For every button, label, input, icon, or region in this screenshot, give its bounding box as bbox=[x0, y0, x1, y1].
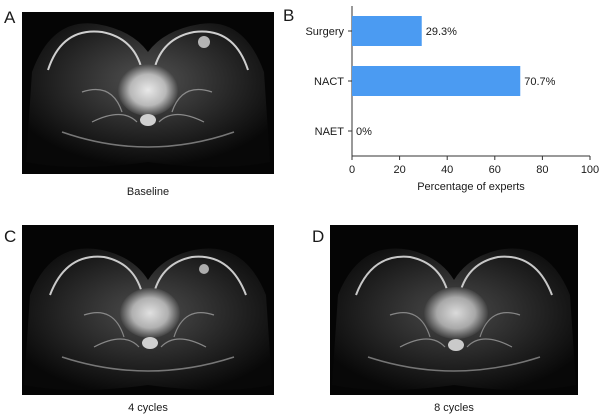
category-label: Surgery bbox=[305, 26, 344, 38]
bar bbox=[352, 66, 521, 96]
panel-c-label: C bbox=[4, 227, 17, 246]
panel-d-label: D bbox=[312, 227, 325, 246]
chart-bars bbox=[352, 16, 521, 96]
panel-a-label: A bbox=[4, 8, 16, 27]
mri-image-baseline bbox=[22, 12, 274, 174]
x-tick-label: 100 bbox=[581, 164, 599, 176]
x-tick-label: 0 bbox=[349, 164, 355, 176]
bar-chart: 0 20 40 60 80 100 Percentage of experts Surger… bbox=[305, 6, 599, 193]
chart-labels: Surgery 29.3% NACT 70.7% NAET 0% bbox=[305, 26, 555, 138]
panel-b-label: B bbox=[283, 6, 295, 25]
caption-8-cycles: 8 cycles bbox=[434, 402, 474, 414]
x-tick-label: 60 bbox=[489, 164, 501, 176]
x-tick-label: 80 bbox=[536, 164, 548, 176]
mri-image-8-cycles bbox=[330, 225, 578, 395]
caption-baseline: Baseline bbox=[126, 186, 170, 198]
chart-axes: 0 20 40 60 80 100 Percentage of experts bbox=[348, 6, 599, 193]
category-label: NACT bbox=[314, 76, 344, 88]
data-label: 70.7% bbox=[524, 76, 555, 88]
x-tick-label: 40 bbox=[441, 164, 453, 176]
category-label: NAET bbox=[315, 126, 345, 138]
data-label: 0% bbox=[356, 126, 372, 138]
x-axis-label: Percentage of experts bbox=[417, 181, 525, 193]
bar bbox=[352, 16, 422, 46]
caption-4-cycles: 4 cycles bbox=[128, 402, 168, 414]
data-label: 29.3% bbox=[426, 26, 457, 38]
mri-image-4-cycles bbox=[22, 225, 274, 395]
x-tick-label: 20 bbox=[393, 164, 405, 176]
